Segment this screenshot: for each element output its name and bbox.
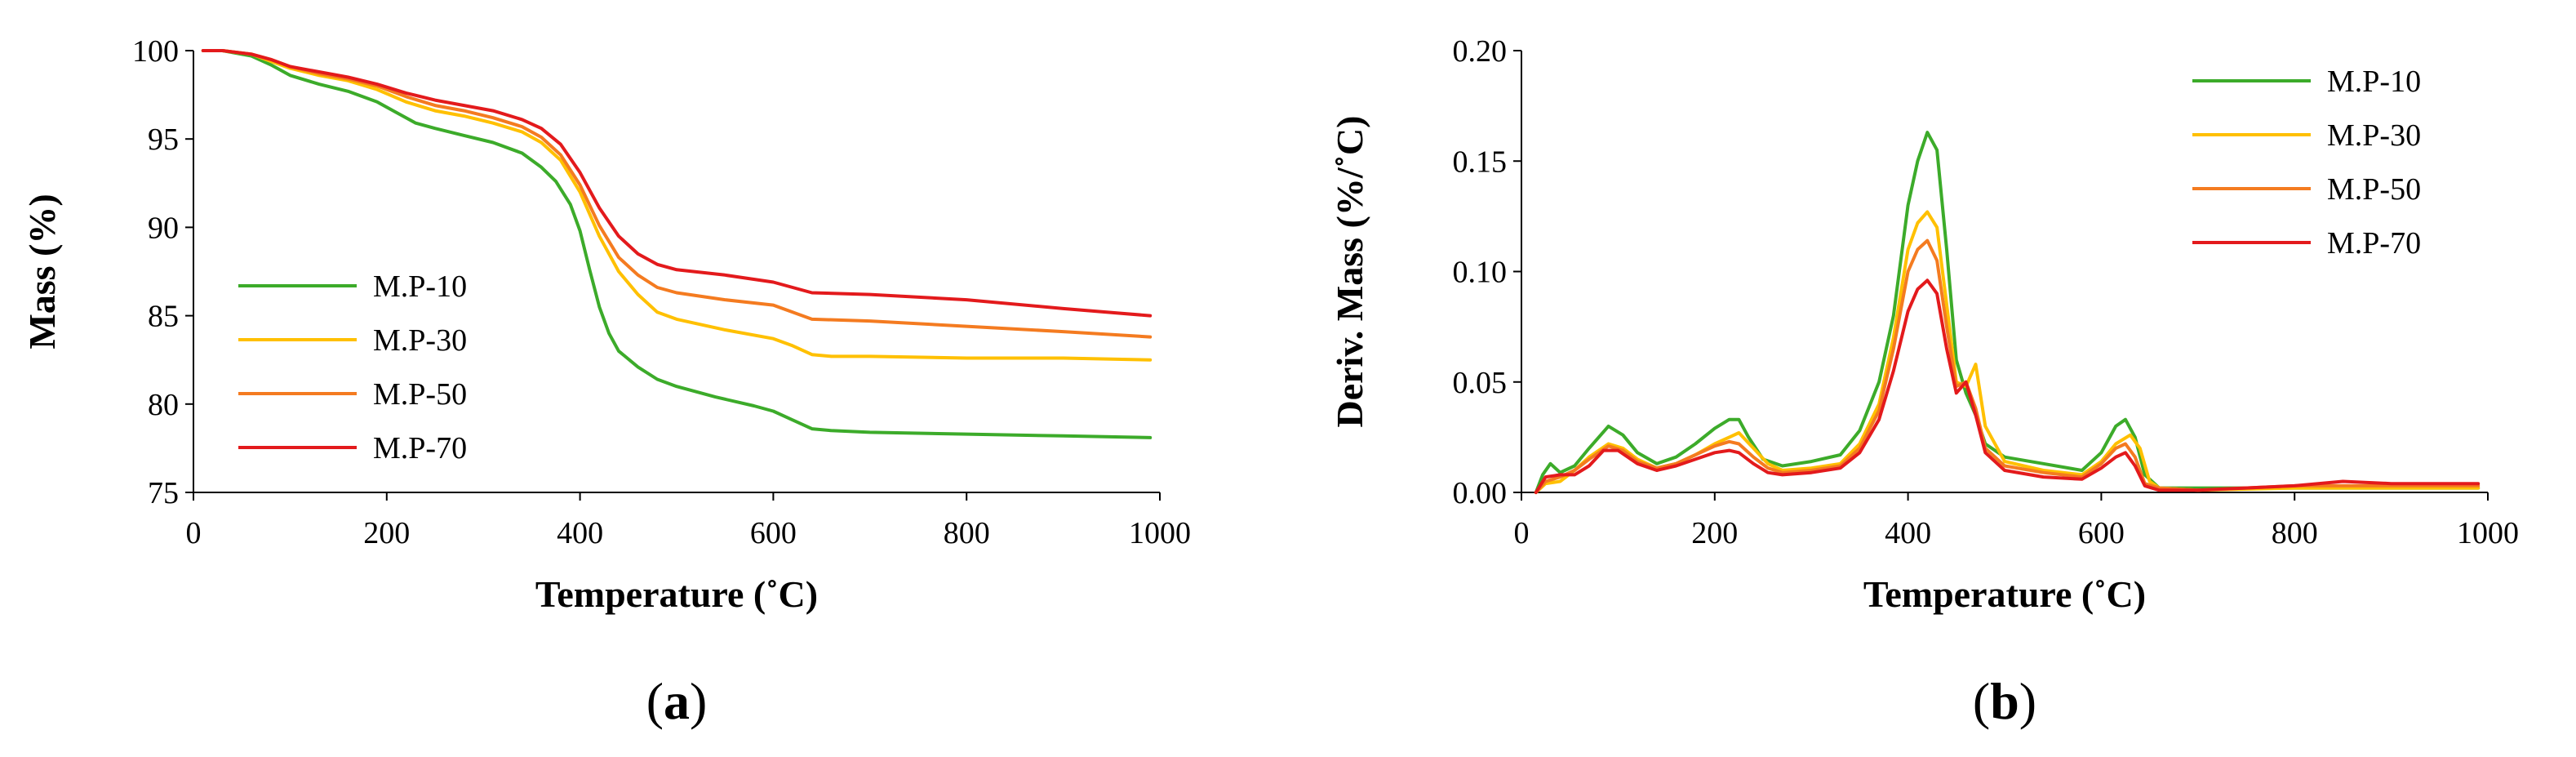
x-axis-title: Temperature (˚C) <box>535 573 818 615</box>
y-axis-title: Deriv. Mass (%/˚C) <box>1329 116 1370 428</box>
legend-entry-label: M.P-10 <box>2327 65 2421 99</box>
legend-entry-label: M.P-10 <box>373 269 467 304</box>
legend: M.P-10 M.P-30 M.P-50 M.P-70 <box>238 269 467 465</box>
y-tick-label: 0.05 <box>1453 366 1508 400</box>
y-tick-label: 0.20 <box>1453 34 1508 69</box>
y-axis-title: Mass (%) <box>21 194 63 349</box>
y-tick-label: 0.10 <box>1453 256 1508 290</box>
x-tick-label: 800 <box>944 516 990 550</box>
series-line-m-p-70 <box>201 49 1153 318</box>
legend-entry-label: M.P-30 <box>2327 118 2421 153</box>
x-tick-label: 200 <box>1691 516 1738 550</box>
panel-label: (b) <box>1973 672 2036 730</box>
x-tick-label: 1000 <box>1129 516 1191 550</box>
x-axis-title: Temperature (˚C) <box>1863 573 2146 615</box>
x-tick-label: 400 <box>557 516 603 550</box>
x-tick-label: 800 <box>2272 516 2318 550</box>
chart-deriv-mass-vs-temperature: 0.00 0.05 0.10 0.15 0.20 0 200 400 600 800 1000 Tem… <box>1329 34 2519 730</box>
series-line-m-p-50 <box>201 49 1153 339</box>
x-tick-label: 200 <box>363 516 410 550</box>
y-tick-label: 80 <box>148 388 179 422</box>
y-tick-label: 75 <box>148 476 179 510</box>
legend-entry-label: M.P-70 <box>2327 226 2421 260</box>
x-tick-label: 400 <box>1885 516 1931 550</box>
x-tick-label: 600 <box>2078 516 2125 550</box>
y-tick-label: 90 <box>148 211 179 245</box>
legend-entry-label: M.P-70 <box>373 431 467 465</box>
y-tick-label: 95 <box>148 122 179 157</box>
series-line-m-p-30 <box>1534 210 2481 494</box>
series-line-m-p-10 <box>1534 131 2481 494</box>
legend-entry-label: M.P-50 <box>373 377 467 412</box>
y-tick-label: 100 <box>132 34 179 69</box>
y-tick-label: 0.15 <box>1453 145 1508 179</box>
x-tick-label: 0 <box>1514 516 1530 550</box>
y-tick-label: 85 <box>148 300 179 334</box>
legend: M.P-10 M.P-30 M.P-50 M.P-70 <box>2192 65 2421 260</box>
x-tick-label: 0 <box>186 516 202 550</box>
x-tick-label: 600 <box>750 516 797 550</box>
series-line-m-p-10 <box>201 49 1153 439</box>
x-tick-label: 1000 <box>2457 516 2519 550</box>
legend-entry-label: M.P-50 <box>2327 172 2421 207</box>
series-line-m-p-30 <box>201 49 1153 362</box>
series-line-m-p-50 <box>1534 238 2481 494</box>
legend-entry-label: M.P-30 <box>373 323 467 358</box>
panel-label: (a) <box>646 672 708 730</box>
series-line-m-p-70 <box>1534 278 2481 494</box>
y-tick-label: 0.00 <box>1453 476 1508 510</box>
